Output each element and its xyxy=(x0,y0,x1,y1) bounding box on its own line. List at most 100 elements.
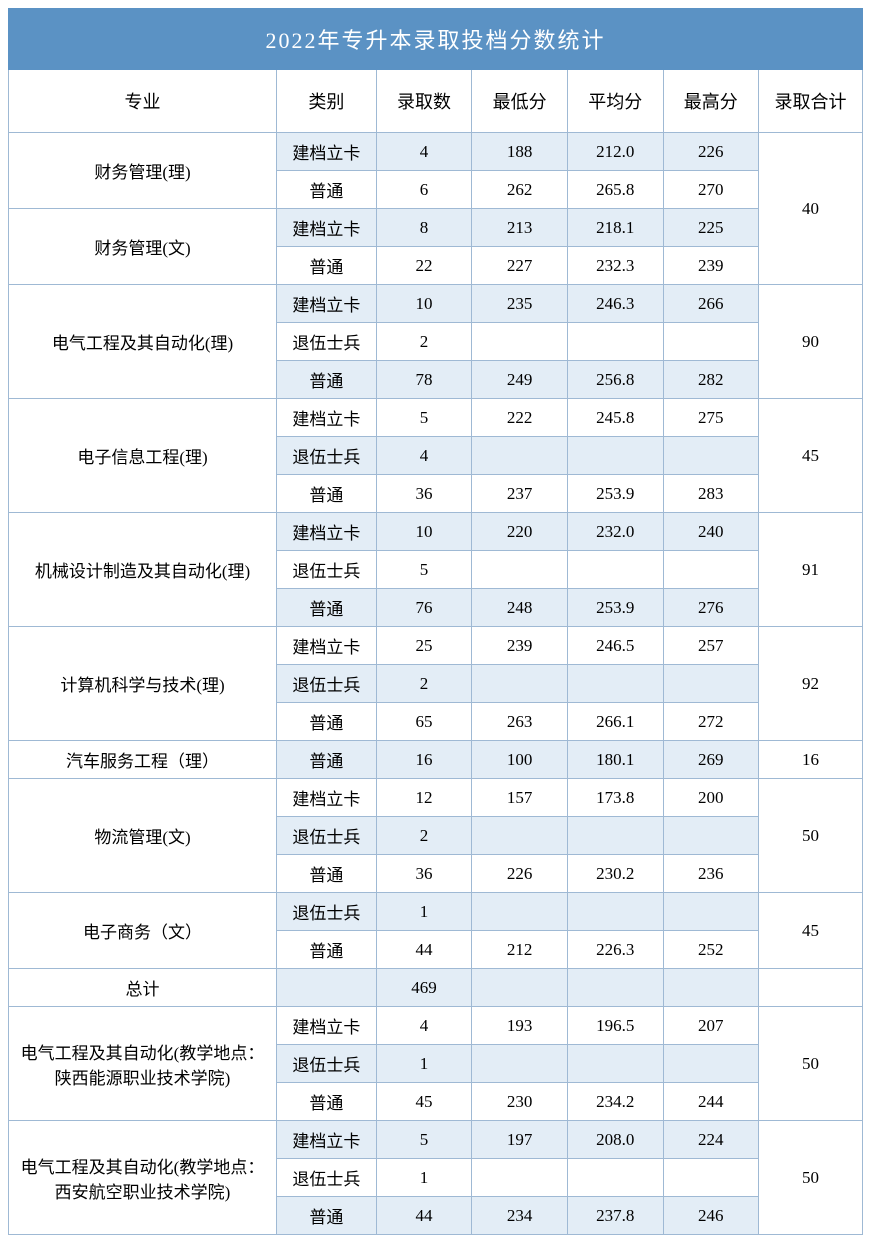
max-cell xyxy=(663,323,759,361)
avg-cell: 237.8 xyxy=(567,1197,663,1235)
max-cell xyxy=(663,817,759,855)
avg-cell xyxy=(567,665,663,703)
category-cell: 退伍士兵 xyxy=(277,1159,377,1197)
table-row: 电气工程及其自动化(理)建档立卡10235246.326690 xyxy=(9,285,863,323)
avg-cell xyxy=(567,817,663,855)
avg-cell xyxy=(567,437,663,475)
max-cell: 246 xyxy=(663,1197,759,1235)
max-cell: 269 xyxy=(663,741,759,779)
count-cell: 5 xyxy=(376,1121,472,1159)
max-cell: 275 xyxy=(663,399,759,437)
major-name: 电气工程及其自动化(教学地点：西安航空职业技术学院) xyxy=(9,1121,277,1235)
category-cell: 退伍士兵 xyxy=(277,551,377,589)
avg-cell: 253.9 xyxy=(567,475,663,513)
major-name: 财务管理(文) xyxy=(9,209,277,285)
max-cell: 200 xyxy=(663,779,759,817)
max-cell: 266 xyxy=(663,285,759,323)
total-cell: 50 xyxy=(759,1121,863,1235)
count-cell: 8 xyxy=(376,209,472,247)
min-cell: 188 xyxy=(472,133,568,171)
count-cell: 45 xyxy=(376,1083,472,1121)
category-cell: 普通 xyxy=(277,855,377,893)
total-cell: 50 xyxy=(759,779,863,893)
min-cell: 235 xyxy=(472,285,568,323)
category-cell: 退伍士兵 xyxy=(277,1045,377,1083)
max-cell: 270 xyxy=(663,171,759,209)
major-name: 物流管理(文) xyxy=(9,779,277,893)
min-cell: 197 xyxy=(472,1121,568,1159)
min-cell: 262 xyxy=(472,171,568,209)
avg-cell: 234.2 xyxy=(567,1083,663,1121)
table-container: 2022年专升本录取投档分数统计专业类别录取数最低分平均分最高分录取合计财务管理… xyxy=(8,8,863,1235)
category-cell: 普通 xyxy=(277,703,377,741)
avg-cell: 266.1 xyxy=(567,703,663,741)
category-cell: 普通 xyxy=(277,171,377,209)
category-cell: 退伍士兵 xyxy=(277,323,377,361)
category-cell: 退伍士兵 xyxy=(277,817,377,855)
category-cell: 退伍士兵 xyxy=(277,437,377,475)
table-row: 机械设计制造及其自动化(理)建档立卡10220232.024091 xyxy=(9,513,863,551)
max-cell: 283 xyxy=(663,475,759,513)
avg-cell: 265.8 xyxy=(567,171,663,209)
max-cell xyxy=(663,893,759,931)
total-cell: 45 xyxy=(759,399,863,513)
count-cell: 16 xyxy=(376,741,472,779)
category-cell: 建档立卡 xyxy=(277,399,377,437)
min-cell xyxy=(472,817,568,855)
count-cell: 76 xyxy=(376,589,472,627)
totals-row: 总计469 xyxy=(9,969,863,1007)
table-row: 电气工程及其自动化(教学地点：西安航空职业技术学院)建档立卡5197208.02… xyxy=(9,1121,863,1159)
min-cell: 100 xyxy=(472,741,568,779)
total-cell: 50 xyxy=(759,1007,863,1121)
category-cell: 建档立卡 xyxy=(277,209,377,247)
min-cell: 157 xyxy=(472,779,568,817)
table-row: 财务管理(理)建档立卡4188212.022640 xyxy=(9,133,863,171)
count-cell: 10 xyxy=(376,285,472,323)
avg-cell xyxy=(567,893,663,931)
min-cell: 239 xyxy=(472,627,568,665)
count-cell: 2 xyxy=(376,665,472,703)
min-cell: 193 xyxy=(472,1007,568,1045)
avg-cell: 180.1 xyxy=(567,741,663,779)
totals-avg xyxy=(567,969,663,1007)
max-cell: 282 xyxy=(663,361,759,399)
col-header-5: 最高分 xyxy=(663,70,759,133)
min-cell: 226 xyxy=(472,855,568,893)
category-cell: 建档立卡 xyxy=(277,1121,377,1159)
major-name: 计算机科学与技术(理) xyxy=(9,627,277,741)
count-cell: 5 xyxy=(376,399,472,437)
count-cell: 4 xyxy=(376,1007,472,1045)
count-cell: 12 xyxy=(376,779,472,817)
min-cell: 230 xyxy=(472,1083,568,1121)
max-cell: 207 xyxy=(663,1007,759,1045)
max-cell: 225 xyxy=(663,209,759,247)
category-cell: 普通 xyxy=(277,589,377,627)
col-header-4: 平均分 xyxy=(567,70,663,133)
major-name: 电气工程及其自动化(教学地点：陕西能源职业技术学院) xyxy=(9,1007,277,1121)
table-row: 计算机科学与技术(理)建档立卡25239246.525792 xyxy=(9,627,863,665)
col-header-0: 专业 xyxy=(9,70,277,133)
total-cell: 92 xyxy=(759,627,863,741)
count-cell: 1 xyxy=(376,1159,472,1197)
count-cell: 5 xyxy=(376,551,472,589)
max-cell xyxy=(663,1159,759,1197)
avg-cell: 253.9 xyxy=(567,589,663,627)
major-name: 电子商务（文） xyxy=(9,893,277,969)
avg-cell xyxy=(567,551,663,589)
total-cell: 40 xyxy=(759,133,863,285)
category-cell: 普通 xyxy=(277,475,377,513)
max-cell xyxy=(663,437,759,475)
count-cell: 44 xyxy=(376,1197,472,1235)
avg-cell: 208.0 xyxy=(567,1121,663,1159)
min-cell: 234 xyxy=(472,1197,568,1235)
count-cell: 36 xyxy=(376,855,472,893)
category-cell: 普通 xyxy=(277,361,377,399)
major-name: 汽车服务工程（理） xyxy=(9,741,277,779)
count-cell: 1 xyxy=(376,893,472,931)
count-cell: 2 xyxy=(376,323,472,361)
max-cell: 276 xyxy=(663,589,759,627)
total-cell: 16 xyxy=(759,741,863,779)
category-cell: 建档立卡 xyxy=(277,285,377,323)
totals-cat xyxy=(277,969,377,1007)
max-cell: 236 xyxy=(663,855,759,893)
